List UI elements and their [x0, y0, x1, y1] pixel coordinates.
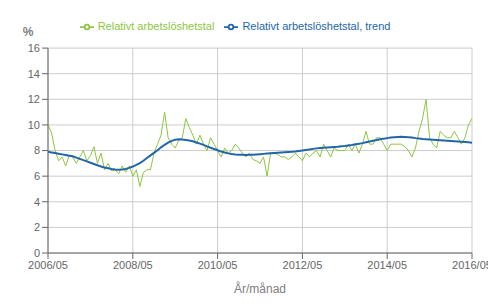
svg-text:0: 0: [34, 247, 40, 259]
svg-text:2: 2: [34, 221, 40, 233]
svg-text:12: 12: [28, 93, 40, 105]
svg-text:14: 14: [28, 68, 40, 80]
svg-text:6: 6: [34, 170, 40, 182]
svg-text:2012/05: 2012/05: [283, 259, 323, 271]
svg-text:2008/05: 2008/05: [113, 259, 153, 271]
svg-text:4: 4: [34, 196, 40, 208]
svg-text:10: 10: [28, 119, 40, 131]
svg-text:16: 16: [28, 42, 40, 54]
svg-text:2010/05: 2010/05: [198, 259, 238, 271]
html-text:Relativt arbetslöshetstal: Relativt arbetslöshetstal: [97, 20, 215, 32]
html-text:Relativt arbetslöshetstal, tre: Relativt arbetslöshetstal, trend: [242, 20, 391, 32]
svg-text:8: 8: [34, 144, 40, 156]
svg-text:2014/05: 2014/05: [367, 259, 407, 271]
svg-text:2016/05: 2016/05: [452, 259, 488, 271]
svg-text:År/månad: År/månad: [234, 281, 286, 296]
svg-text:%: %: [23, 25, 34, 39]
svg-text:2006/05: 2006/05: [28, 259, 68, 271]
